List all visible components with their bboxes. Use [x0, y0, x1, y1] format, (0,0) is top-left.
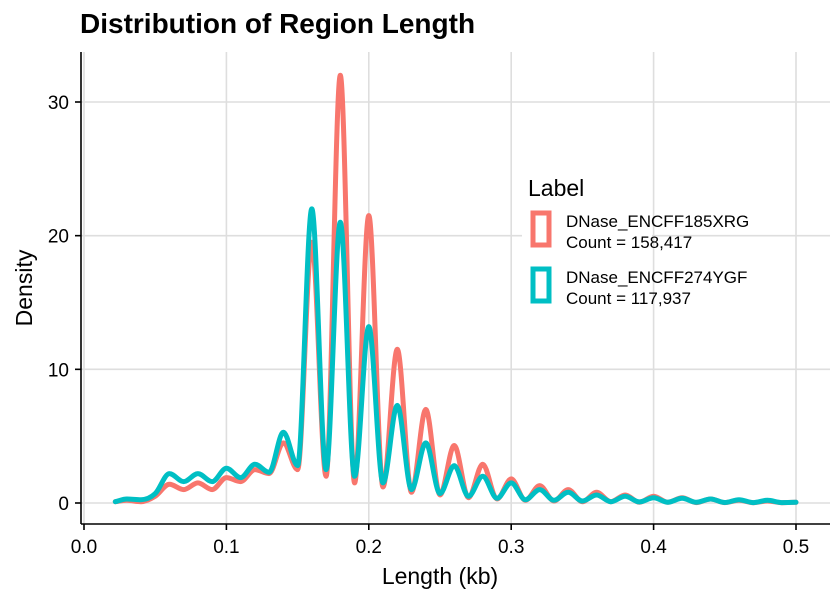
legend-count-1: Count = 158,417	[566, 233, 692, 252]
series-line-2	[112, 206, 799, 506]
x-axis-title: Length (kb)	[382, 563, 498, 589]
y-tick-label: 0	[58, 494, 69, 515]
legend-title: Label	[528, 175, 584, 201]
y-tick-label: 30	[48, 93, 69, 114]
axis-ticks: 0.0 0.1 0.2 0.3 0.4 0.5 0 10 20 30	[48, 93, 809, 558]
legend-count-2: Count = 117,937	[566, 289, 691, 308]
chart-title: Distribution of Region Length	[80, 8, 475, 39]
grid	[81, 52, 830, 524]
y-axis-title: Density	[11, 249, 37, 326]
x-tick-label: 0.3	[498, 537, 524, 558]
y-tick-label: 10	[48, 360, 69, 381]
series-line-1	[112, 72, 799, 506]
legend: Label DNase_ENCFF185XRG Count = 158,417 …	[522, 168, 749, 318]
x-tick-label: 0.2	[356, 537, 382, 558]
legend-label-1: DNase_ENCFF185XRG	[566, 212, 749, 231]
legend-key-2	[530, 266, 552, 304]
x-tick-label: 0.5	[783, 537, 809, 558]
series-lines	[112, 72, 799, 506]
x-tick-label: 0.1	[213, 537, 239, 558]
legend-label-2: DNase_ENCFF274YGF	[566, 268, 747, 287]
x-tick-label: 0.4	[640, 537, 667, 558]
x-tick-label: 0.0	[71, 537, 97, 558]
legend-key-1	[530, 210, 552, 248]
y-tick-label: 20	[48, 227, 69, 248]
